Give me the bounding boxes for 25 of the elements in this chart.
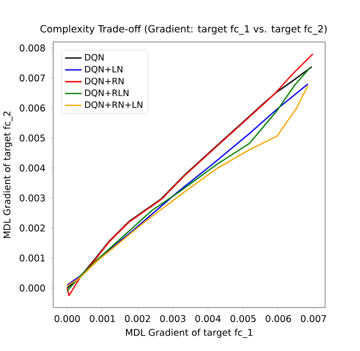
y-tick-label: 0.002 xyxy=(20,224,45,232)
x-tick-label: 0.007 xyxy=(300,314,326,322)
x-tick-label: 0.005 xyxy=(230,314,256,322)
x-axis-title: MDL Gradient of target fc_1 xyxy=(126,328,252,338)
y-tick-label: 0.008 xyxy=(20,44,45,52)
y-tick-label: 0.005 xyxy=(20,134,45,142)
y-tick-label: 0.007 xyxy=(20,74,45,82)
x-tick-label: 0.002 xyxy=(124,314,150,322)
legend-label: DQN+RN+LN xyxy=(85,101,142,109)
y-tick-label: 0.001 xyxy=(20,254,45,262)
x-tick-label: 0.001 xyxy=(90,314,115,322)
y-tick-label: 0.000 xyxy=(20,284,45,292)
x-tick-label: 0.006 xyxy=(266,314,291,322)
x-tick-label: 0.000 xyxy=(54,314,80,322)
x-tick-label: 0.003 xyxy=(160,314,186,322)
y-axis-title: MDL Gradient of target fc_2 xyxy=(3,111,12,238)
y-tick-label: 0.006 xyxy=(20,104,45,112)
legend-label: DQN+LN xyxy=(85,66,122,74)
legend-label: DQN+RLN xyxy=(85,89,128,97)
legend-label: DQN xyxy=(85,54,104,62)
chart-title: Complexity Trade-off (Gradient: target fc_1 vs. target fc_2) xyxy=(40,24,327,34)
y-tick-label: 0.003 xyxy=(20,194,45,202)
x-tick-label: 0.004 xyxy=(195,314,221,322)
y-tick-label: 0.004 xyxy=(20,164,46,172)
legend-label: DQN+RN xyxy=(85,77,124,86)
